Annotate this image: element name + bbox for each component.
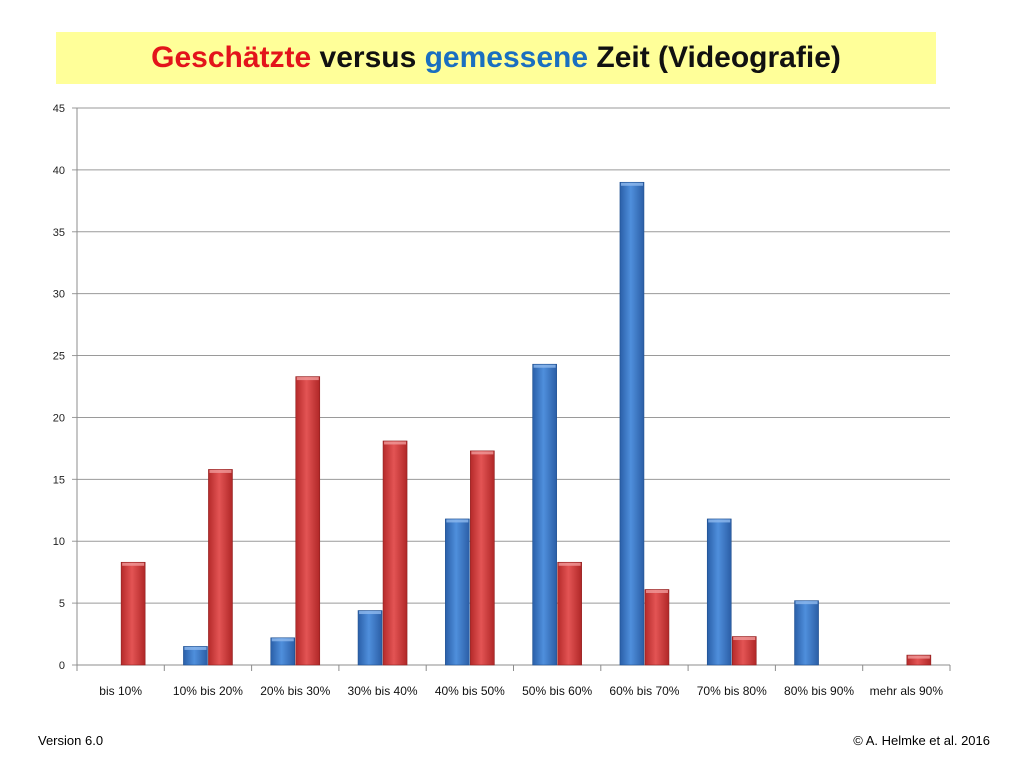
x-tick-label: 60% bis 70% [609,684,679,698]
bar-highlight [907,655,930,659]
bar-highlight [708,519,731,523]
x-tick-label: 50% bis 60% [522,684,592,698]
bar-highlight [122,562,145,566]
y-tick-label: 20 [53,412,65,424]
y-axis-ticks: 0 5 10 15 20 25 30 35 40 45 [53,103,65,672]
bar-red-6 [644,589,670,666]
x-axis-ticks: bis 10% 10% bis 20% 20% bis 30% 30% bis 40%… [99,684,943,698]
bar-highlight [620,182,643,186]
bar-red-0 [120,561,146,666]
bar-highlight [184,646,207,650]
bar-highlight [359,611,382,615]
y-tick-label: 0 [59,660,65,672]
copyright-label: © A. Helmke et al. 2016 [853,733,990,748]
gridlines [72,107,951,671]
bar-red-5 [557,561,582,666]
bar-blue-8 [794,600,819,666]
bar-highlight [558,562,581,566]
x-tick-label: bis 10% [99,684,142,698]
y-tick-label: 5 [59,598,65,610]
y-tick-label: 10 [53,536,65,548]
x-tick-label: 40% bis 50% [435,684,505,698]
bar-highlight [296,377,319,381]
title-part-rest: Zeit (Videografie) [588,41,841,74]
bar-highlight [384,441,407,445]
version-label: Version 6.0 [38,733,104,748]
bar-highlight [209,469,232,473]
title-part-versus: versus [311,41,425,74]
x-tick-label: 70% bis 80% [697,684,767,698]
chart-title: Geschätzte versus gemessene Zeit (Videog… [56,32,936,84]
x-tick-label: 20% bis 30% [260,684,330,698]
title-part-measured: gemessene [424,41,589,74]
bar-red-4 [470,450,495,666]
bar-highlight [271,638,294,642]
y-tick-label: 15 [53,474,65,486]
bar-blue-1 [183,646,208,666]
y-tick-label: 45 [53,103,65,115]
y-tick-label: 30 [53,289,65,301]
y-tick-label: 40 [53,165,65,177]
bar-highlight [645,589,668,593]
bar-blue-6 [619,181,645,666]
bar-red-9 [906,654,932,666]
x-tick-label: 10% bis 20% [173,684,243,698]
x-tick-label: 80% bis 90% [784,684,854,698]
x-tick-label: 30% bis 40% [348,684,418,698]
bar-highlight [533,364,556,368]
bar-highlight [795,601,818,605]
bar-highlight [733,637,756,641]
bar-blue-2 [270,637,296,666]
bar-highlight [471,451,494,455]
y-tick-label: 35 [53,227,65,239]
bar-blue-5 [532,363,557,666]
bar-blue-4 [445,518,470,666]
bar-highlight [446,519,469,523]
x-tick-label: mehr als 90% [870,684,944,698]
bars [120,181,932,666]
y-tick-label: 25 [53,351,65,363]
title-part-estimated: Geschätzte [151,41,312,74]
bar-red-3 [382,440,408,666]
bar-red-1 [208,469,233,666]
bar-red-2 [295,376,321,666]
bar-blue-3 [357,610,383,666]
bar-blue-7 [706,518,732,666]
bar-red-7 [731,636,757,666]
